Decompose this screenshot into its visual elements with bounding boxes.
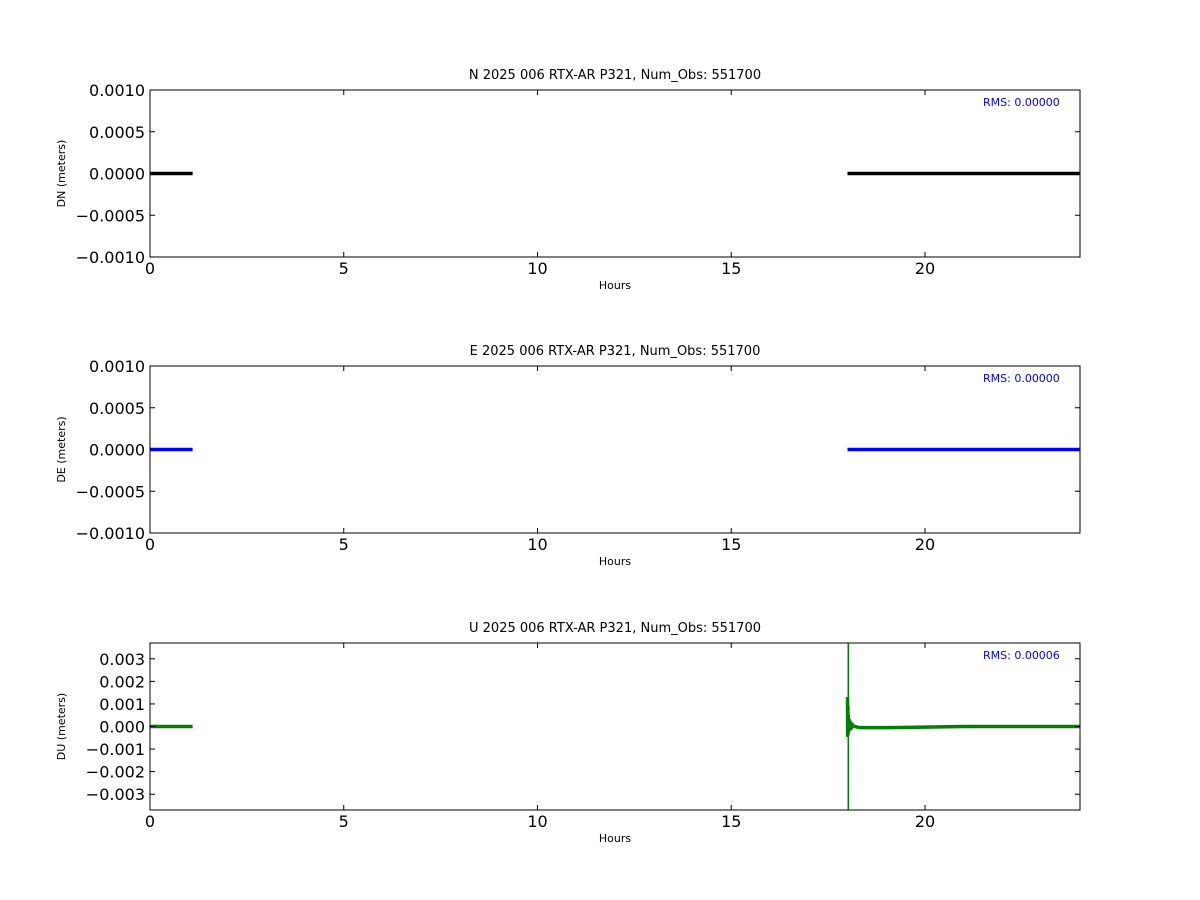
- chart-title: N 2025 006 RTX-AR P321, Num_Obs: 551700: [469, 68, 761, 83]
- x-tick-label: 5: [339, 812, 349, 831]
- x-tick-label: 10: [527, 259, 547, 278]
- data-series-line-segment: [845, 697, 1080, 738]
- rms-annotation: RMS: 0.00000: [983, 96, 1060, 109]
- y-tick-label: 0.002: [99, 672, 145, 691]
- x-tick-label: 20: [915, 259, 935, 278]
- x-tick-label: 15: [721, 259, 741, 278]
- y-tick-label: 0.0005: [89, 399, 145, 418]
- x-tick-label: 0: [145, 535, 155, 554]
- x-axis-label: Hours: [599, 555, 631, 568]
- chart-title: E 2025 006 RTX-AR P321, Num_Obs: 551700: [470, 344, 761, 359]
- chart-panel-1: 0 5 10 15 20 −0.0010 −0.0005 0.0000 0.0005 0.0010…: [55, 68, 1081, 292]
- y-tick-label: −0.0005: [76, 482, 145, 501]
- y-tick-label: 0.0010: [89, 81, 145, 100]
- y-tick-label: −0.001: [86, 740, 145, 759]
- x-tick-label: 10: [527, 535, 547, 554]
- x-tick-label: 0: [145, 812, 155, 831]
- x-tick-label: 20: [915, 535, 935, 554]
- y-tick-label: 0.0000: [89, 441, 145, 460]
- y-tick-label: 0.003: [99, 650, 145, 669]
- y-axis-label: DU (meters): [55, 693, 68, 760]
- y-tick-label: 0.001: [99, 695, 145, 714]
- chart-panel-3: 0 5 10 15 20 −0.003 −0.002 −0.001 0.000 0.001 0.00…: [55, 621, 1081, 845]
- x-tick-label: 10: [527, 812, 547, 831]
- chart-panel-2: 0 5 10 15 20 −0.0010 −0.0005 0.0000 0.0005 0.0010…: [55, 344, 1081, 568]
- y-axis-label: DN (meters): [55, 140, 68, 208]
- y-tick-label: 0.000: [99, 718, 145, 737]
- x-tick-label: 5: [339, 259, 349, 278]
- y-tick-label: −0.002: [86, 763, 145, 782]
- x-tick-label: 15: [721, 812, 741, 831]
- x-tick-label: 15: [721, 535, 741, 554]
- y-tick-label: −0.0010: [76, 524, 145, 543]
- x-tick-label: 0: [145, 259, 155, 278]
- y-tick-label: −0.0010: [76, 248, 145, 267]
- x-tick-label: 5: [339, 535, 349, 554]
- y-tick-label: 0.0000: [89, 165, 145, 184]
- y-tick-label: 0.0005: [89, 123, 145, 142]
- rms-annotation: RMS: 0.00000: [983, 372, 1060, 385]
- x-axis-label: Hours: [599, 832, 631, 845]
- rms-annotation: RMS: 0.00006: [983, 649, 1060, 662]
- y-tick-label: −0.003: [86, 785, 145, 804]
- y-tick-label: 0.0010: [89, 357, 145, 376]
- y-axis-label: DE (meters): [55, 416, 68, 482]
- x-tick-label: 20: [915, 812, 935, 831]
- y-tick-label: −0.0005: [76, 206, 145, 225]
- x-axis-label: Hours: [599, 279, 631, 292]
- chart-title: U 2025 006 RTX-AR P321, Num_Obs: 551700: [469, 621, 761, 636]
